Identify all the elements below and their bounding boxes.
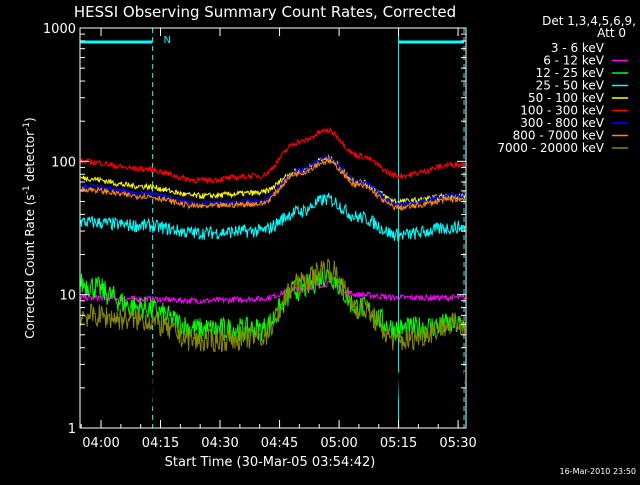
x-tick-label-0: 04:00 [82, 436, 119, 451]
chart-title: HESSI Observing Summary Count Rates, Cor… [74, 3, 456, 21]
y-tick-label-1: 10 [59, 289, 76, 304]
legend-label-7: 800 - 7000 keV [513, 129, 605, 143]
x-tick-label-3: 04:45 [261, 436, 298, 451]
series-line-0 [80, 307, 466, 427]
legend-label-2: 12 - 25 keV [536, 66, 605, 80]
series-line-3 [80, 192, 466, 243]
y-axis-label-main: Corrected Count Rate (s [23, 194, 37, 338]
legend-label-5: 100 - 300 keV [520, 104, 604, 118]
series-line-8 [80, 258, 466, 353]
y-tick-label-3: 1000 [43, 22, 76, 37]
y-axis-label: Corrected Count Rate (s-1 detector-1) [22, 117, 37, 338]
x-tick-label-1: 04:15 [142, 436, 179, 451]
y-axis-label-sup2: -1 [22, 122, 32, 131]
x-tick-label-6: 05:30 [439, 436, 476, 451]
legend-label-1: 6 - 12 keV [543, 54, 605, 68]
legend-label-4: 50 - 100 keV [528, 91, 605, 105]
series-line-1 [80, 280, 466, 305]
x-axis-label: Start Time (30-Mar-05 03:54:42) [165, 455, 376, 470]
legend-label-0: 3 - 6 keV [551, 41, 605, 55]
annotation-label-0: N [164, 35, 171, 46]
y-tick-label-2: 100 [51, 155, 76, 170]
y-axis-label-mid: detector [23, 131, 37, 186]
series-line-2 [80, 268, 466, 342]
plot-frame [79, 27, 467, 429]
series-line-5 [80, 126, 466, 185]
series-line-7 [80, 156, 466, 212]
series-line-4 [80, 154, 466, 206]
x-tick-label-4: 05:00 [320, 436, 357, 451]
legend-label-6: 300 - 800 keV [520, 116, 604, 130]
x-tick-label-5: 05:15 [380, 436, 417, 451]
legend-label-3: 25 - 50 keV [536, 79, 605, 93]
axes: 04:00 04:15 04:30 04:45 05:00 05:15 05:30 1 10 10… [43, 22, 477, 451]
legend-label-8: 7000 - 20000 keV [497, 141, 604, 155]
series-lines [80, 126, 466, 427]
date-stamp: 16-Mar-2010 23:50 [560, 467, 637, 476]
y-axis-label-sup1: -1 [22, 185, 32, 194]
y-tick-label-0: 1 [68, 422, 76, 437]
legend-header-line2: Att 0 [597, 26, 626, 40]
legend-header-line1: Det 1,3,4,5,6,9, [542, 14, 636, 28]
y-axis-label-end: ) [23, 117, 37, 122]
x-tick-label-2: 04:30 [201, 436, 238, 451]
